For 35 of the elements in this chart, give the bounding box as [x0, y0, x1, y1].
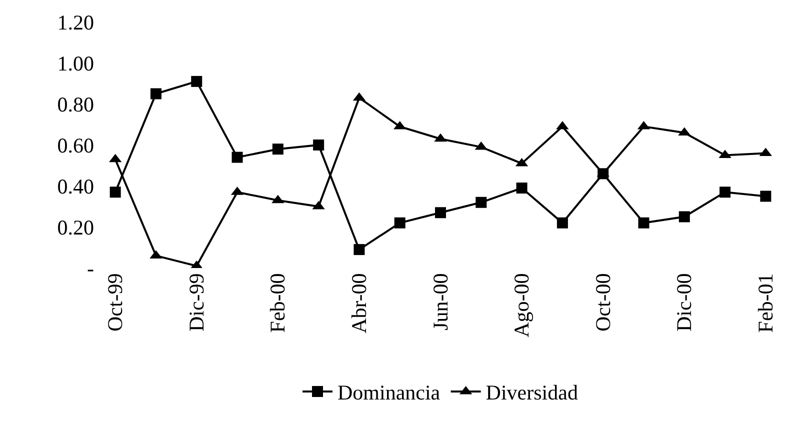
point [720, 186, 731, 198]
point [556, 217, 568, 228]
point [476, 196, 487, 208]
x-tick-label: Feb-00 [266, 273, 290, 333]
legend-label: Diversidad [486, 380, 578, 405]
point [150, 88, 162, 100]
y-tick-label: - [87, 256, 94, 280]
point [516, 182, 528, 194]
point [435, 207, 446, 218]
point [354, 244, 365, 256]
point [232, 152, 243, 163]
y-tick-label: 0.20 [57, 215, 94, 240]
point [191, 76, 202, 87]
point [760, 190, 772, 202]
y-tick-label: 1.20 [57, 10, 94, 34]
x-tick-label: Feb-01 [754, 273, 778, 333]
x-tick-label: Ago-00 [510, 273, 534, 338]
point [110, 186, 121, 198]
x-tick-label: Oct-99 [103, 273, 128, 332]
x-tick-label: Dic-99 [184, 273, 208, 332]
x-tick-label: Oct-00 [590, 273, 615, 332]
point [313, 140, 324, 150]
point [678, 211, 690, 222]
point [394, 217, 406, 228]
y-tick-label: 0.60 [57, 133, 94, 158]
y-tick-label: 1.00 [57, 51, 94, 76]
y-tick-label: 0.40 [57, 174, 94, 198]
legend-label: Dominancia [338, 380, 441, 405]
x-tick-label: Dic-00 [672, 273, 696, 332]
point [638, 217, 650, 228]
point [272, 144, 284, 155]
x-tick-label: Abr-00 [347, 273, 372, 334]
x-tick-label: Jun-00 [428, 273, 452, 330]
point [598, 168, 609, 180]
y-tick-label: 0.80 [57, 92, 94, 116]
